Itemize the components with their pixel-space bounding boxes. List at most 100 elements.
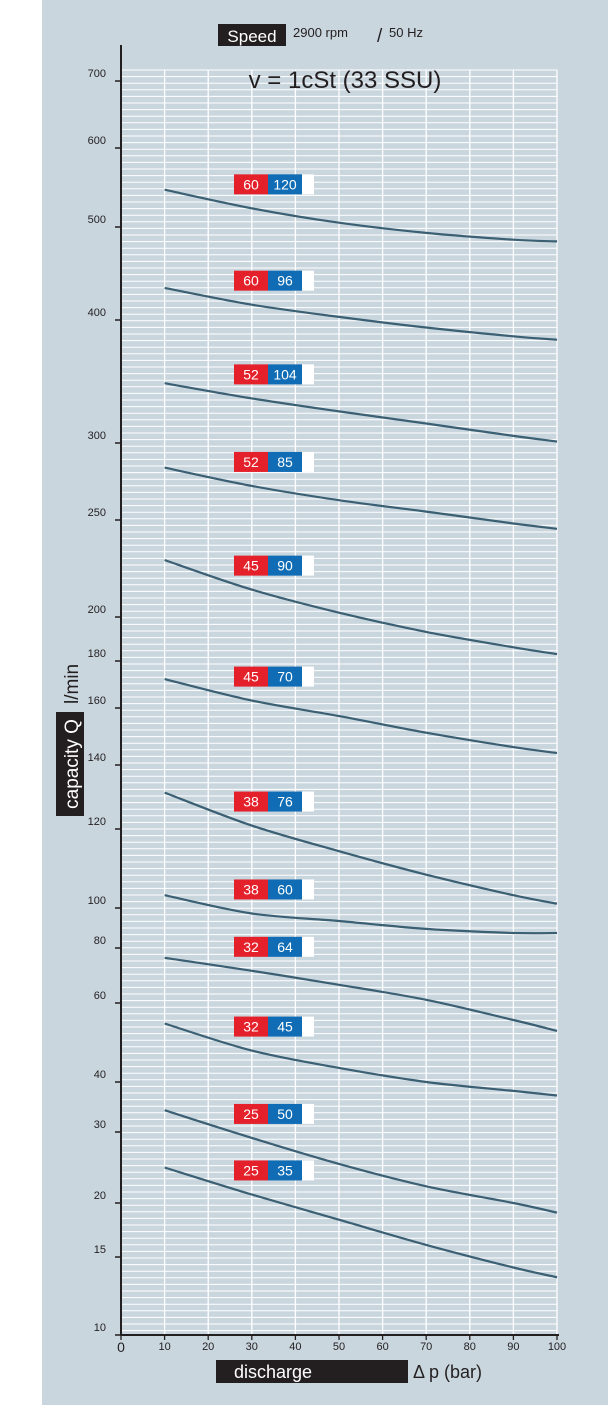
badge-red-value: 32: [243, 1019, 259, 1035]
x-tick-label: 10: [158, 1341, 170, 1353]
badge-red-box: [234, 666, 268, 687]
badge-blue-box: [268, 666, 302, 687]
performance-curve-60-120: [164, 188, 558, 243]
y-tick-label: 140: [88, 752, 106, 764]
badge-red-value: 60: [243, 176, 259, 192]
y-tick-label: 400: [88, 307, 106, 319]
chart-background: [42, 0, 608, 1405]
badge-white-tail: [302, 791, 314, 812]
x-tick-label: 70: [420, 1341, 432, 1353]
curve-badge-25-35: 25 35: [234, 1160, 314, 1181]
badge-blue-value: 70: [277, 669, 293, 685]
y-tick-label: 300: [88, 430, 106, 442]
x-tick-label: 100: [548, 1341, 566, 1353]
y-tick-label: 700: [88, 68, 106, 80]
badge-white-tail: [302, 666, 314, 687]
badge-red-box: [234, 879, 268, 900]
badge-red-box: [234, 936, 268, 957]
x-tick-label: 0: [117, 1339, 125, 1355]
curve-badge-32-45: 32 45: [234, 1016, 314, 1037]
performance-curve-38-60: [164, 894, 558, 935]
speed-separator: /: [377, 26, 383, 47]
grid: [121, 69, 558, 1335]
badge-blue-box: [268, 555, 302, 576]
badge-blue-value: 104: [273, 366, 297, 382]
performance-curve-60-96: [164, 286, 558, 341]
curve-badge-25-50: 25 50: [234, 1103, 314, 1124]
badge-red-value: 38: [243, 881, 259, 897]
badge-blue-value: 96: [277, 273, 293, 289]
y-tick-label: 20: [94, 1190, 106, 1202]
x-axis-label-text: discharge: [234, 1362, 312, 1382]
x-tick-label: 30: [246, 1341, 258, 1353]
y-tick-label: 160: [88, 695, 106, 707]
y-tick-label: 200: [88, 604, 106, 616]
y-tick-label: 60: [94, 990, 106, 1002]
badge-red-box: [234, 791, 268, 812]
performance-curve-25-35: [164, 1166, 558, 1279]
performance-curve-45-90: [164, 558, 558, 656]
badge-white-tail: [302, 1103, 314, 1124]
y-tick-label: 40: [94, 1069, 106, 1081]
x-tick-label: 60: [376, 1341, 388, 1353]
x-tick-label: 80: [464, 1341, 476, 1353]
badge-red-value: 38: [243, 794, 259, 810]
badge-red-box: [234, 555, 268, 576]
y-tick-label: 600: [88, 135, 106, 147]
y-tick-label: 30: [94, 1119, 106, 1131]
badge-red-box: [234, 270, 268, 291]
y-axis-label-text: capacity Q: [62, 719, 83, 809]
performance-curve-45-70: [164, 678, 558, 755]
badge-white-tail: [302, 270, 314, 291]
badge-red-box: [234, 1103, 268, 1124]
badge-white-tail: [302, 451, 314, 472]
badge-blue-value: 90: [277, 558, 293, 574]
badge-red-box: [234, 1160, 268, 1181]
speed-value: 2900 rpm: [293, 25, 348, 40]
performance-curves: [164, 188, 558, 1279]
badge-red-box: [234, 451, 268, 472]
x-axis-label-rest: Δ p (bar): [413, 1362, 482, 1382]
badge-blue-value: 45: [277, 1019, 293, 1035]
performance-curve-52-104: [164, 382, 558, 443]
badge-white-tail: [302, 555, 314, 576]
y-tick-label: 180: [88, 648, 106, 660]
y-axis-unit: l/min: [62, 664, 83, 704]
badge-blue-box: [268, 270, 302, 291]
badge-blue-value: 50: [277, 1106, 293, 1122]
badge-blue-box: [268, 364, 302, 385]
badge-white-tail: [302, 936, 314, 957]
badge-white-tail: [302, 879, 314, 900]
y-tick-label: 100: [88, 895, 106, 907]
performance-curve-32-64: [164, 956, 558, 1032]
y-axis-label-box: [56, 712, 84, 816]
badge-blue-box: [268, 791, 302, 812]
badge-blue-value: 64: [277, 939, 293, 955]
curve-badge-52-85: 52 85: [234, 451, 314, 472]
frequency-value: 50 Hz: [389, 25, 423, 40]
badge-blue-box: [268, 1160, 302, 1181]
y-tick-label: 120: [88, 816, 106, 828]
y-tick-label: 250: [88, 507, 106, 519]
performance-curve-52-85: [164, 466, 558, 530]
badge-red-value: 45: [243, 558, 259, 574]
badge-red-value: 45: [243, 669, 259, 685]
badge-blue-box: [268, 1016, 302, 1037]
curve-badge-32-64: 32 64: [234, 936, 314, 957]
badge-red-box: [234, 364, 268, 385]
curve-badge-45-70: 45 70: [234, 666, 314, 687]
curve-badge-45-90: 45 90: [234, 555, 314, 576]
performance-curve-32-45: [164, 1022, 558, 1097]
badge-white-tail: [302, 364, 314, 385]
y-tick-label: 15: [94, 1244, 106, 1256]
badge-white-tail: [302, 174, 314, 195]
y-tick-label: 80: [94, 935, 106, 947]
x-tick-label: 90: [507, 1341, 519, 1353]
badge-blue-box: [268, 174, 302, 195]
x-tick-label: 20: [202, 1341, 214, 1353]
curve-badge-60-96: 60 96: [234, 270, 314, 291]
badge-red-box: [234, 1016, 268, 1037]
y-tick-label: 10: [94, 1322, 106, 1334]
